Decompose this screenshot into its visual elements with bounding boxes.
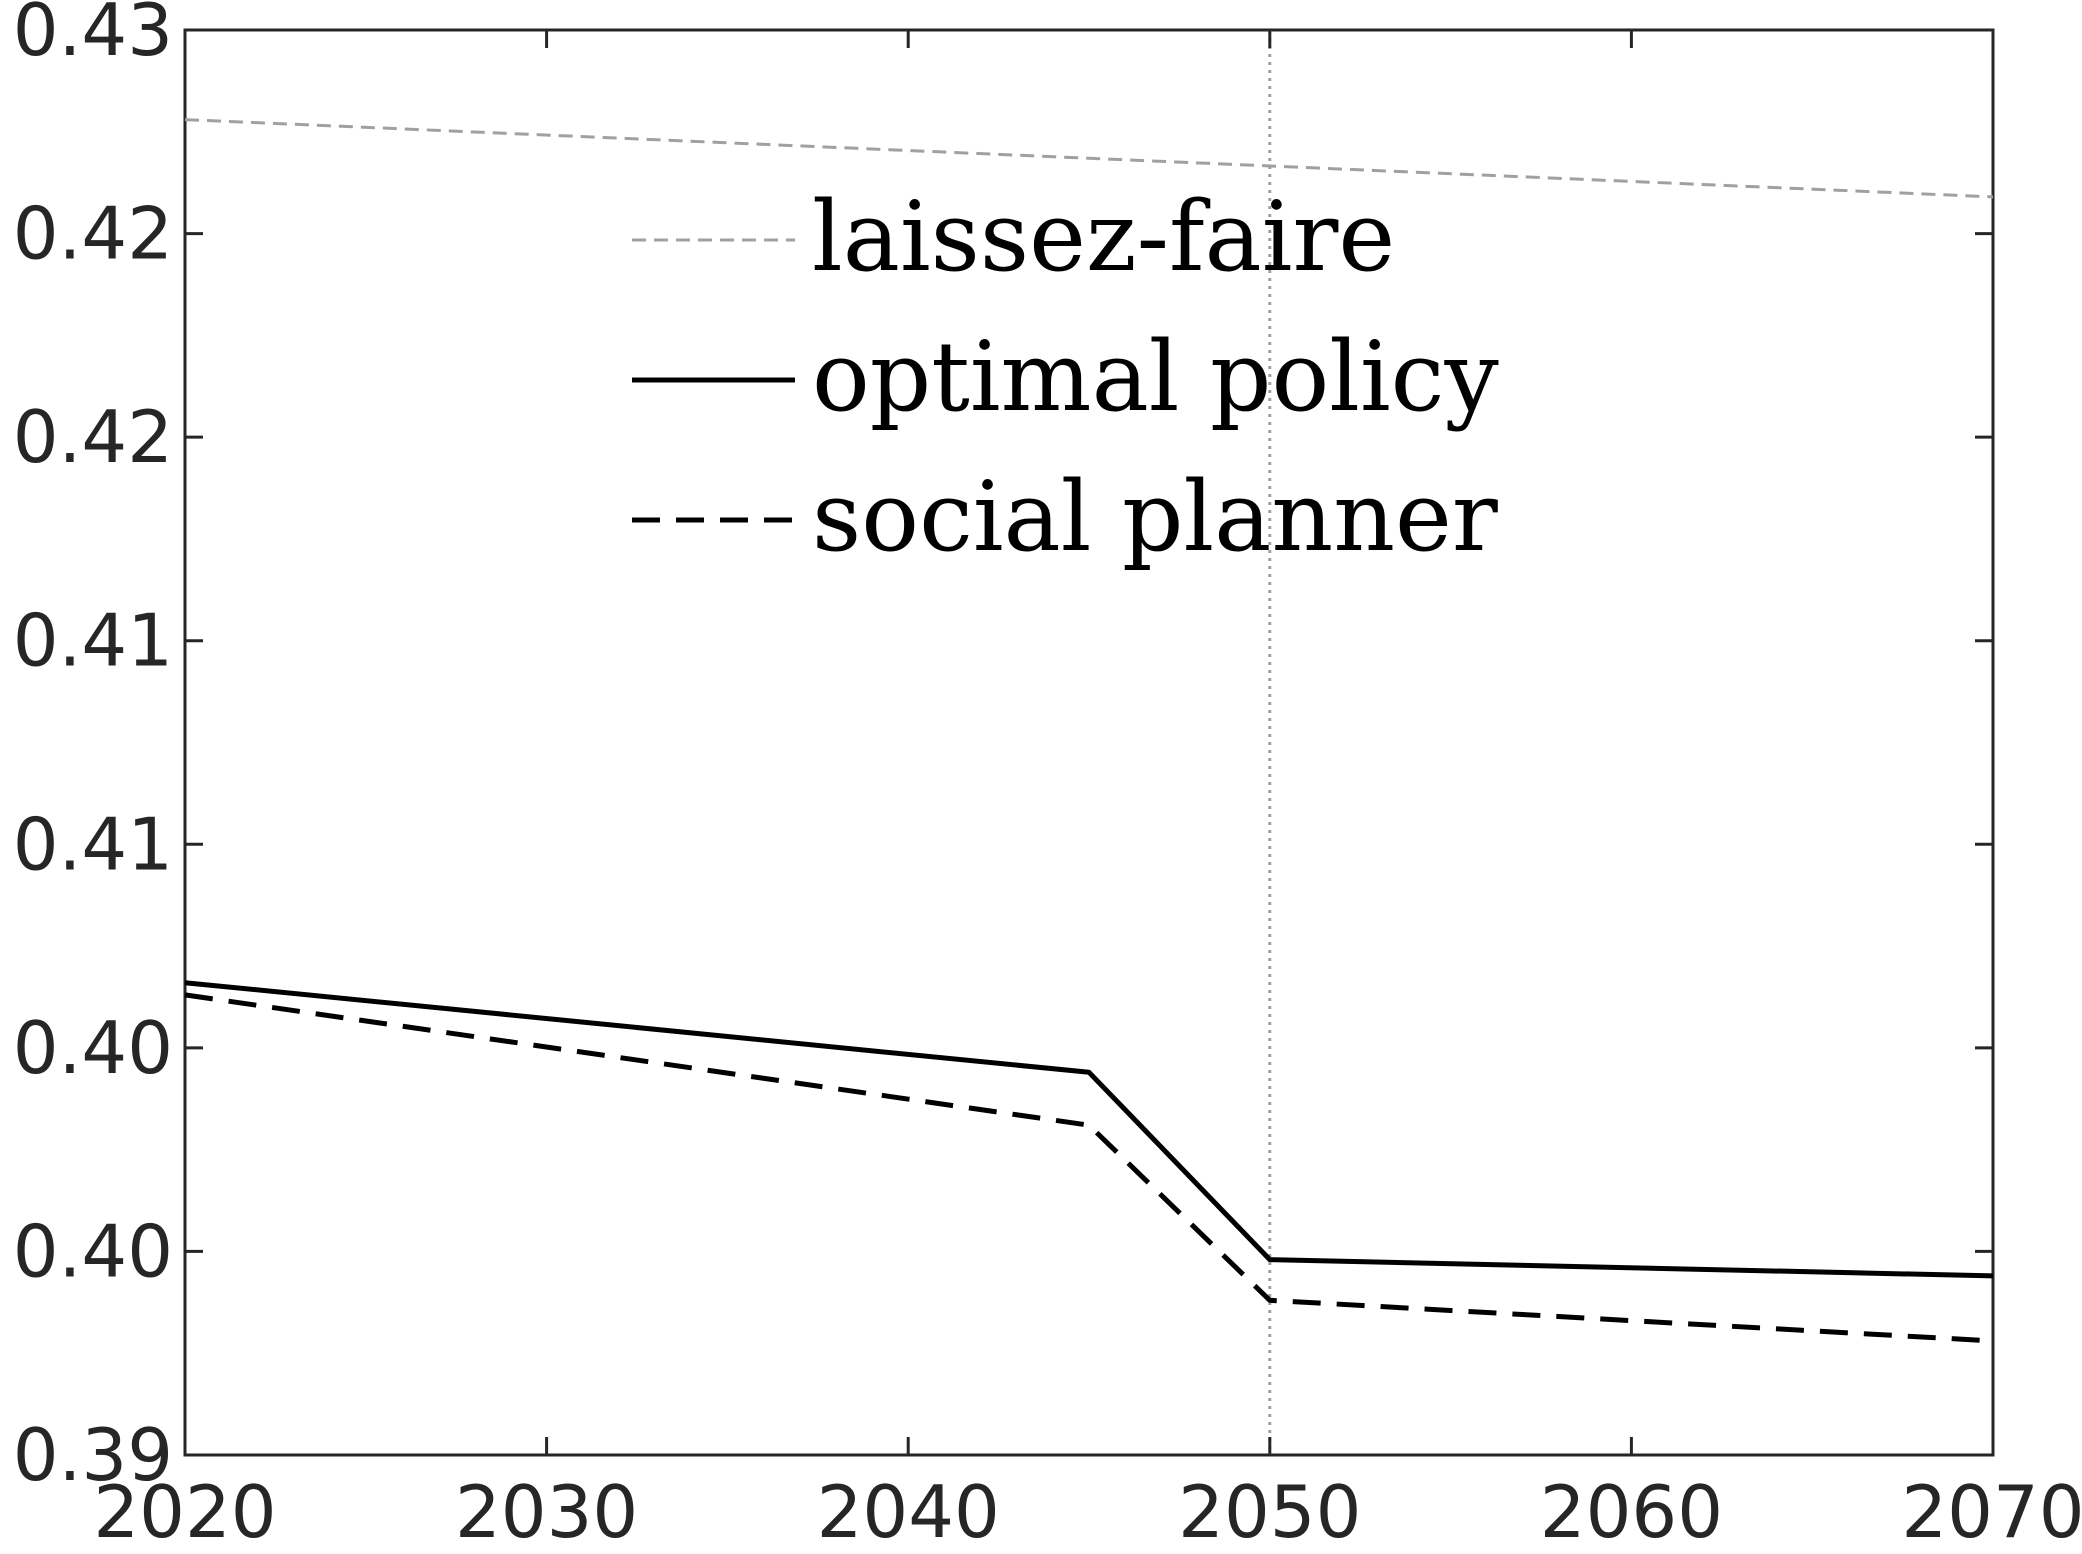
series-group bbox=[184, 118, 1994, 1344]
tick-group: 2020 2030 2040 2050 2060 2070 0.39 0.40 0.40 0.41… bbox=[13, 0, 2082, 1554]
y-tick-label: 0.43 bbox=[13, 0, 173, 72]
x-tick-label: 2020 bbox=[93, 1470, 276, 1554]
series-line-laissez-faire bbox=[184, 118, 1994, 199]
series-line-social-planner bbox=[184, 992, 1994, 1344]
y-tick-label: 0.42 bbox=[13, 395, 173, 479]
x-tick-label: 2070 bbox=[1901, 1470, 2082, 1554]
x-tick-label: 2060 bbox=[1540, 1470, 1723, 1554]
legend-label-laissez-faire: laissez-faire bbox=[812, 181, 1395, 293]
y-tick-label: 0.42 bbox=[13, 192, 173, 276]
x-tick-label: 2030 bbox=[455, 1470, 638, 1554]
y-tick-label: 0.40 bbox=[13, 1209, 173, 1293]
legend-label-social-planner: social planner bbox=[812, 461, 1498, 573]
y-tick-label: 0.41 bbox=[13, 599, 173, 683]
legend-label-optimal-policy: optimal policy bbox=[812, 321, 1499, 433]
y-tick-label: 0.39 bbox=[13, 1413, 173, 1497]
x-tick-label: 2040 bbox=[817, 1470, 1000, 1554]
y-tick-label: 0.41 bbox=[13, 802, 173, 886]
axes-box bbox=[183, 28, 1995, 1457]
series-line-optimal-policy bbox=[184, 980, 1994, 1279]
legend: laissez-faire optimal policy social planne… bbox=[632, 181, 1499, 573]
plot-area bbox=[183, 28, 1995, 1457]
y-tick-label: 0.40 bbox=[13, 1006, 173, 1090]
x-tick-label: 2050 bbox=[1178, 1470, 1361, 1554]
